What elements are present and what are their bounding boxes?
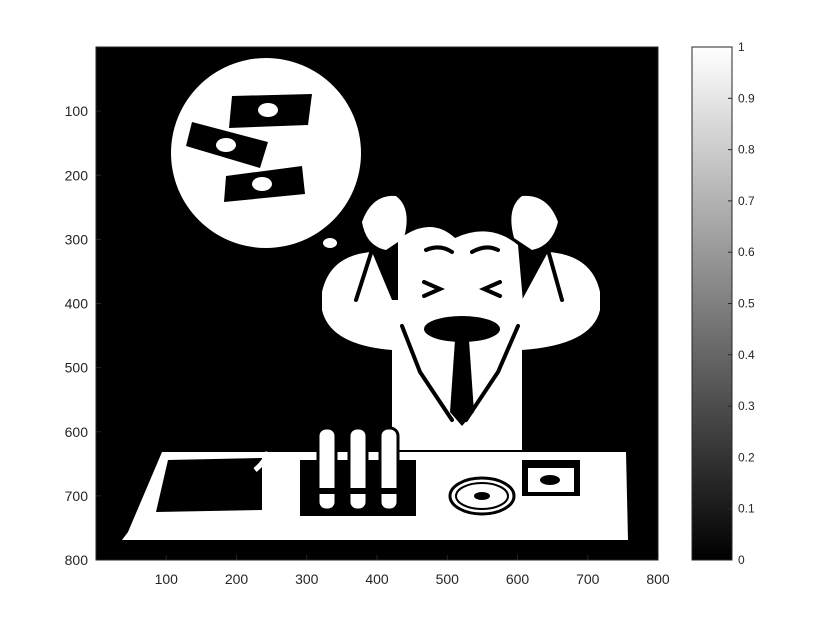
scientist-mouth bbox=[424, 316, 500, 342]
colorbar-tick-label: 0.3 bbox=[738, 399, 755, 413]
y-tick-label: 200 bbox=[65, 167, 89, 183]
y-tick-label: 400 bbox=[65, 296, 89, 312]
colorbar-tick-label: 0.6 bbox=[738, 245, 755, 259]
scientist-tie bbox=[450, 340, 474, 426]
x-tick-label: 100 bbox=[155, 571, 179, 587]
test-tube-3 bbox=[378, 426, 400, 512]
scientist-head bbox=[398, 226, 525, 335]
thought-bubble bbox=[171, 58, 361, 248]
thought-bubble-dot-large bbox=[288, 217, 312, 235]
y-tick-label: 300 bbox=[65, 231, 89, 247]
test-tube-1 bbox=[316, 426, 338, 512]
y-tick-label: 500 bbox=[65, 360, 89, 376]
y-axis: 100 200 300 400 500 600 700 800 bbox=[65, 103, 101, 568]
colorbar-tick-label: 0.8 bbox=[738, 143, 755, 157]
colorbar-tick-label: 0.7 bbox=[738, 194, 755, 208]
colorbar-tick-label: 0.5 bbox=[738, 297, 755, 311]
scientist-details bbox=[354, 245, 564, 422]
left-brow bbox=[424, 245, 454, 254]
y-tick-label: 700 bbox=[65, 488, 89, 504]
x-tick-label: 400 bbox=[365, 571, 389, 587]
scientist-right-hand bbox=[511, 195, 558, 250]
petri-dish bbox=[448, 476, 516, 516]
banknote-1-coin bbox=[258, 103, 278, 117]
right-sleeve-line bbox=[546, 248, 564, 302]
right-brow bbox=[470, 245, 500, 254]
x-axis: 100 200 300 400 500 600 700 800 bbox=[155, 555, 670, 587]
x-tick-label: 500 bbox=[436, 571, 460, 587]
scientist-left-hand bbox=[362, 195, 407, 250]
left-sleeve-line bbox=[354, 248, 374, 302]
bench-shadow bbox=[156, 458, 262, 512]
right-eye bbox=[479, 280, 502, 298]
sample-box-item bbox=[540, 475, 560, 485]
image-axes: 100 200 300 400 500 600 700 800 100 200 300 400 500… bbox=[65, 46, 670, 587]
thought-bubble-dot-small bbox=[323, 238, 337, 248]
test-tube-2 bbox=[347, 426, 369, 512]
bench-highlight bbox=[253, 451, 271, 472]
colorbar-tick-label: 0.9 bbox=[738, 91, 755, 105]
banknote-2-coin bbox=[216, 138, 236, 152]
colorbar: 0 0.1 0.2 0.3 0.4 0.5 0.6 0.7 0.8 0.9 1 bbox=[691, 40, 755, 567]
x-tick-label: 300 bbox=[295, 571, 319, 587]
x-tick-label: 700 bbox=[576, 571, 600, 587]
y-tick-label: 600 bbox=[65, 424, 89, 440]
x-tick-label: 200 bbox=[225, 571, 249, 587]
y-tick-label: 100 bbox=[65, 103, 89, 119]
test-tube-rack-rail bbox=[302, 488, 414, 494]
lapel-left bbox=[400, 324, 454, 422]
x-tick-label: 600 bbox=[506, 571, 530, 587]
colorbar-ticks: 0 0.1 0.2 0.3 0.4 0.5 0.6 0.7 0.8 0.9 1 bbox=[728, 40, 755, 567]
petri-dish-inner bbox=[455, 482, 509, 510]
left-eye bbox=[422, 280, 445, 298]
lapel-right bbox=[464, 324, 520, 422]
petri-dish-culture bbox=[474, 492, 490, 500]
colorbar-gradient bbox=[691, 46, 733, 561]
x-tick-label: 800 bbox=[646, 571, 670, 587]
colorbar-tick-label: 0.4 bbox=[738, 348, 755, 362]
test-tubes bbox=[316, 426, 400, 512]
colorbar-tick-label: 0.1 bbox=[738, 502, 755, 516]
colorbar-tick-label: 1 bbox=[738, 40, 745, 54]
banknote-3-coin bbox=[252, 177, 272, 191]
colorbar-tick-label: 0 bbox=[738, 553, 745, 567]
colorbar-tick-label: 0.2 bbox=[738, 450, 755, 464]
y-tick-label: 800 bbox=[65, 552, 89, 568]
